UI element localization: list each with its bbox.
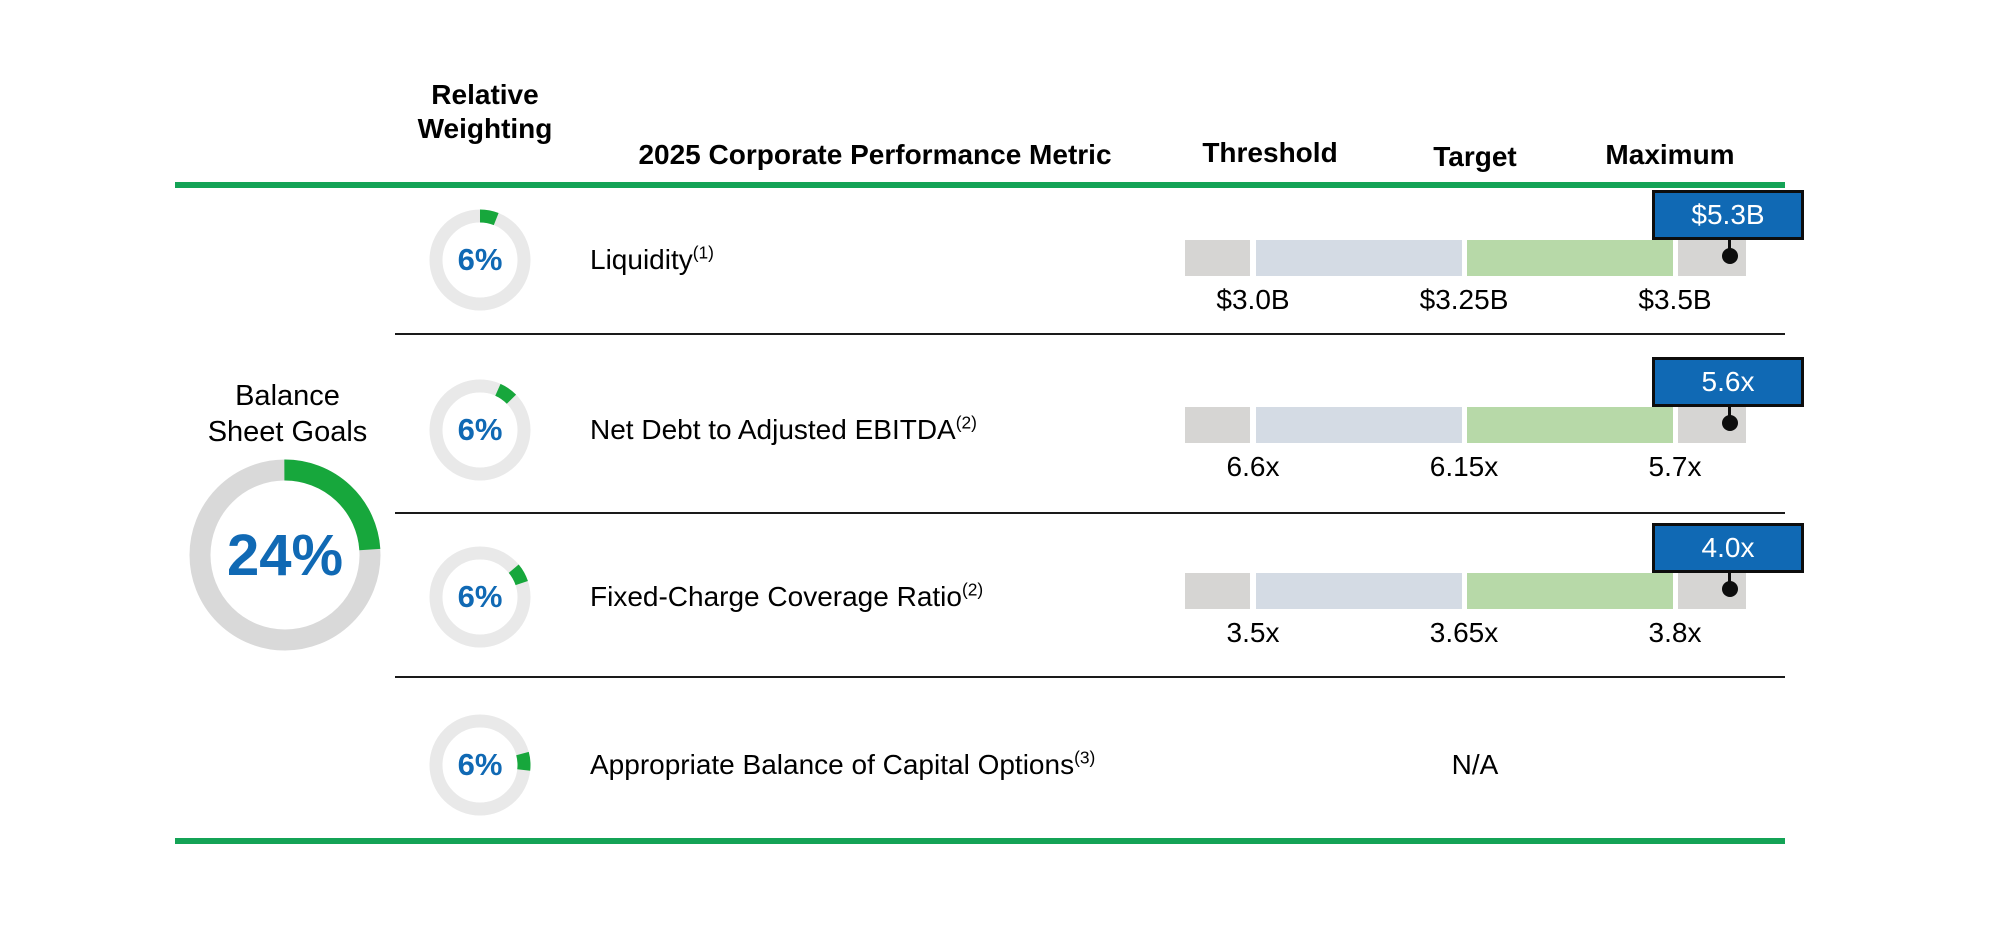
donut-track xyxy=(429,546,531,648)
not-applicable-value: N/A xyxy=(1451,749,1499,780)
metric-name: Appropriate Balance of Capital Options(3… xyxy=(590,749,1095,781)
actual-result-callout: 5.6x xyxy=(1652,357,1804,407)
actual-result-marker-dot xyxy=(1722,248,1738,264)
column-header-maximum: Maximum xyxy=(1605,139,1735,170)
row-separator xyxy=(395,512,1785,514)
actual-result-marker-dot xyxy=(1722,415,1738,431)
metric-text: Fixed-Charge Coverage Ratio xyxy=(590,581,962,612)
row-weight-donut: 6% xyxy=(425,375,535,485)
actual-result-callout: $5.3B xyxy=(1652,190,1804,240)
actual-result-callout: 4.0x xyxy=(1652,523,1804,573)
donut-track xyxy=(429,379,531,481)
row-weight-label: 6% xyxy=(457,242,503,277)
target-value: 6.15x xyxy=(1429,451,1499,482)
bar-segment-threshold-to-target xyxy=(1256,407,1462,443)
donut-chart-24pct xyxy=(189,459,381,651)
bar-segment-threshold-to-target xyxy=(1256,240,1462,276)
row-weight-label: 6% xyxy=(457,579,503,614)
callout-connector-line xyxy=(1728,571,1731,589)
bar-segment-below-threshold xyxy=(1185,407,1250,443)
row-weight-donut: 6% xyxy=(425,710,535,820)
callout-connector-line xyxy=(1728,405,1731,423)
bar-segment-target-to-maximum xyxy=(1467,240,1673,276)
metric-footnote: (2) xyxy=(961,579,984,600)
donut-chart-6pct xyxy=(429,546,531,648)
row-weight-label: 6% xyxy=(457,412,503,447)
donut-green-arc xyxy=(189,459,381,651)
row-separator xyxy=(395,333,1785,335)
group-total-donut: 24% xyxy=(185,455,385,655)
column-header-relative-weighting: Relative Weighting xyxy=(417,79,553,144)
target-value: $3.25B xyxy=(1419,284,1509,315)
range-bar xyxy=(1185,240,1750,276)
bar-segment-below-threshold xyxy=(1185,573,1250,609)
donut-green-arc xyxy=(429,209,531,311)
metric-text: Liquidity xyxy=(590,244,693,275)
metric-name: Fixed-Charge Coverage Ratio(2) xyxy=(590,581,983,613)
bar-segment-target-to-maximum xyxy=(1467,573,1673,609)
bar-segment-threshold-to-target xyxy=(1256,573,1462,609)
metric-footnote: (3) xyxy=(1074,747,1096,768)
column-header-target: Target xyxy=(1433,141,1517,172)
row-weight-donut: 6% xyxy=(425,542,535,652)
bar-segment-target-to-maximum xyxy=(1467,407,1673,443)
row-separator xyxy=(395,676,1785,678)
range-bar xyxy=(1185,573,1750,609)
metric-text: Appropriate Balance of Capital Options xyxy=(590,749,1075,780)
maximum-value: $3.5B xyxy=(1638,284,1712,315)
threshold-value: $3.0B xyxy=(1216,284,1290,315)
callout-connector-line xyxy=(1728,238,1731,256)
range-bar xyxy=(1185,407,1750,443)
threshold-value: 6.6x xyxy=(1226,451,1280,482)
maximum-value: 5.7x xyxy=(1648,451,1702,482)
top-green-rule xyxy=(175,182,1785,188)
metric-name: Net Debt to Adjusted EBITDA(2) xyxy=(590,414,977,446)
metric-name: Liquidity(1) xyxy=(590,244,714,276)
target-value: 3.65x xyxy=(1429,617,1499,648)
column-header-metric: 2025 Corporate Performance Metric xyxy=(638,139,1112,170)
donut-chart-6pct xyxy=(429,714,531,816)
metric-footnote: (2) xyxy=(955,412,977,433)
group-label: Balance Sheet Goals xyxy=(207,380,368,448)
metric-text: Net Debt to Adjusted EBITDA xyxy=(590,414,956,445)
bar-segment-below-threshold xyxy=(1185,240,1250,276)
row-weight-label: 6% xyxy=(457,747,503,782)
metric-footnote: (1) xyxy=(692,242,714,263)
group-total-weight: 24% xyxy=(226,522,344,588)
threshold-value: 3.5x xyxy=(1226,617,1280,648)
column-header-threshold: Threshold xyxy=(1202,137,1338,168)
actual-result-marker-dot xyxy=(1722,581,1738,597)
donut-chart-6pct xyxy=(429,379,531,481)
donut-chart-6pct xyxy=(429,209,531,311)
donut-green-arc xyxy=(429,379,531,481)
row-weight-donut: 6% xyxy=(425,205,535,315)
bottom-green-rule xyxy=(175,838,1785,844)
maximum-value: 3.8x xyxy=(1648,617,1702,648)
